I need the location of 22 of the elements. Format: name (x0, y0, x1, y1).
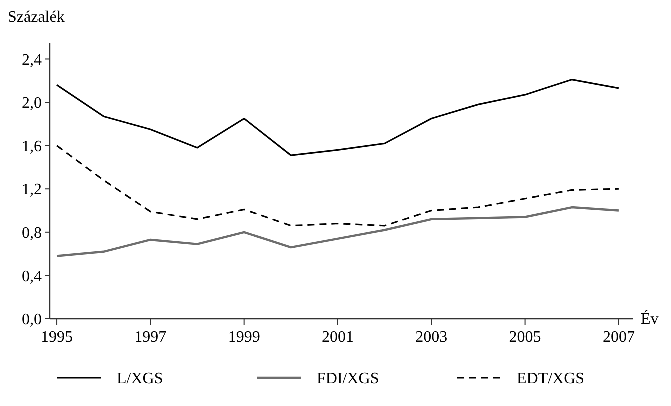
y-tick-label: 2,4 (22, 52, 42, 69)
legend-label: FDI/XGS (317, 370, 380, 388)
x-tick-label: 1999 (228, 329, 260, 346)
x-axis-title: Év (641, 310, 659, 328)
y-tick-label: 0,8 (22, 225, 42, 242)
x-tick-label: 2003 (416, 329, 448, 346)
x-tick-label: 2005 (509, 329, 542, 346)
x-tick-label: 1997 (134, 329, 167, 346)
x-tick-label: 2007 (602, 329, 635, 346)
legend-label: EDT/XGS (517, 370, 585, 388)
line-series (56, 206, 620, 258)
line-series (56, 79, 620, 156)
legend-label: L/XGS (117, 370, 164, 388)
y-tick-label: 2,0 (22, 95, 42, 112)
y-tick-label: 0,0 (22, 312, 42, 329)
x-tick-label: 1995 (41, 329, 74, 346)
y-axis-title: Százalék (8, 9, 65, 26)
line-series (56, 145, 620, 227)
y-tick-label: 0,4 (22, 268, 42, 286)
y-tick-label: 1,6 (22, 138, 42, 156)
y-tick-label: 1,2 (22, 182, 42, 199)
x-tick-label: 2001 (322, 329, 354, 346)
